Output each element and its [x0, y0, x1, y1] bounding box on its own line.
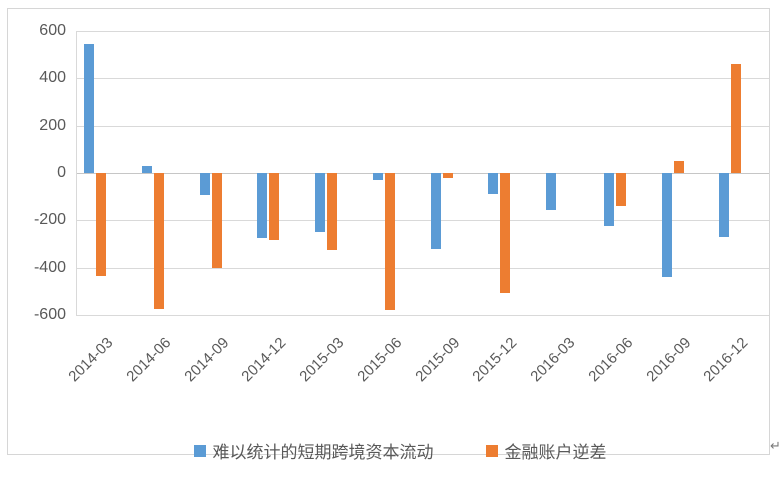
bar-series2-2014-03 [96, 173, 106, 276]
legend-label: 金融账户逆差 [504, 443, 607, 462]
y-axis-label: 200 [39, 117, 66, 134]
bar-series2-2015-03 [327, 173, 337, 250]
bar-series2-2014-09 [212, 173, 222, 268]
gridline [76, 126, 769, 127]
y-axis-label: 400 [39, 69, 66, 86]
y-axis-label: 0 [57, 164, 66, 181]
legend-label: 难以统计的短期跨境资本流动 [212, 443, 434, 462]
gridline [76, 220, 769, 221]
bar-series2-2015-09 [443, 173, 453, 178]
bar-series2-2016-12 [731, 64, 741, 173]
legend: 难以统计的短期跨境资本流动 金融账户逆差 [8, 438, 784, 463]
gridline [76, 268, 769, 269]
bar-series2-2015-06 [385, 173, 395, 310]
bar-series2-2014-06 [154, 173, 164, 309]
legend-item: 金融账户逆差 [485, 438, 607, 463]
bar-series1-2014-12 [257, 173, 267, 238]
chart-frame: 600 400 200 0 -200 -400 -600 2014-03 2014-06 2014… [7, 8, 770, 462]
bar-series2-2016-09 [674, 161, 684, 173]
bar-series1-2014-06 [142, 166, 152, 173]
legend-swatch-icon [193, 444, 206, 457]
bar-series1-2014-09 [200, 173, 210, 195]
bar-series1-2016-09 [662, 173, 672, 277]
bar-series1-2016-06 [604, 173, 614, 226]
return-mark-icon: ↵ [770, 438, 781, 453]
bar-series1-2014-03 [84, 44, 94, 173]
bar-series1-2015-03 [315, 173, 325, 232]
bar-series2-2014-12 [269, 173, 279, 240]
bar-series1-2015-09 [431, 173, 441, 249]
bar-series1-2015-12 [488, 173, 498, 194]
bar-series1-2016-12 [719, 173, 729, 237]
y-axis-label: -600 [33, 306, 66, 323]
legend-swatch-icon [485, 444, 498, 457]
y-axis-label: 600 [39, 22, 66, 39]
bar-series2-2016-06 [616, 173, 626, 206]
x-axis-zero-line [76, 173, 769, 174]
bar-series2-2015-12 [500, 173, 510, 293]
gridline [76, 31, 769, 32]
bar-series1-2016-03 [546, 173, 556, 210]
legend-item: 难以统计的短期跨境资本流动 [193, 438, 434, 463]
gridline [76, 315, 769, 316]
y-axis-line [76, 31, 77, 315]
gridline [76, 78, 769, 79]
y-axis-label: -400 [33, 259, 66, 276]
bar-series1-2015-06 [373, 173, 383, 180]
y-axis-label: -200 [33, 211, 66, 228]
